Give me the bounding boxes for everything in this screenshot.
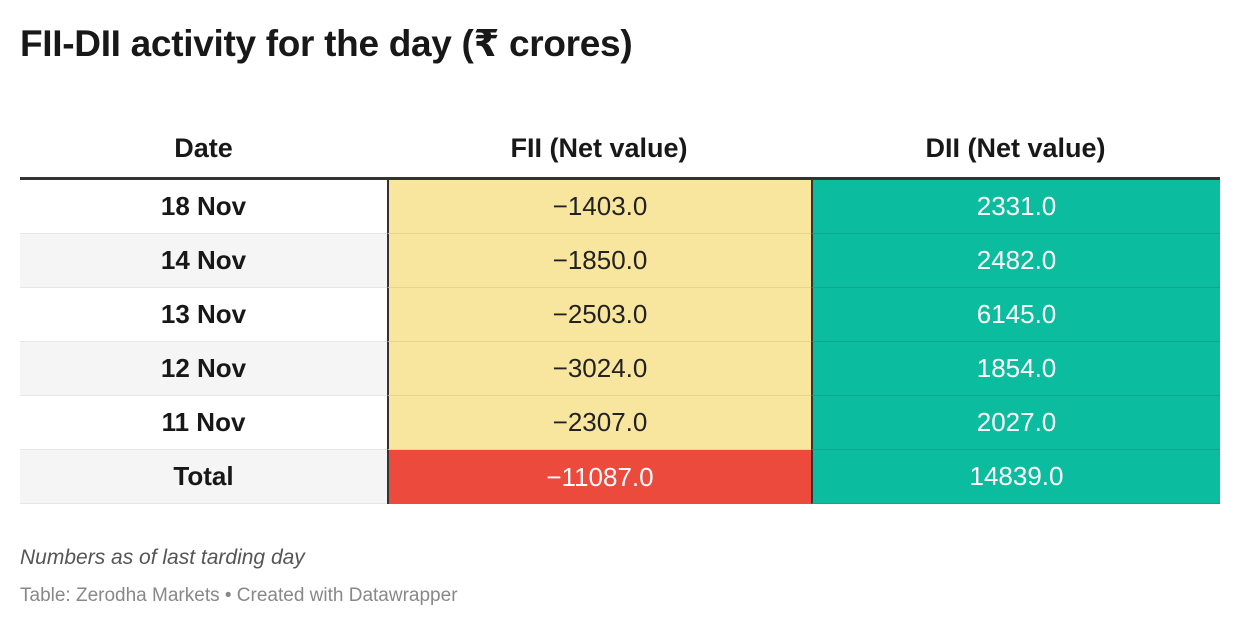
fii-value-cell: −1403.0 <box>387 180 811 234</box>
table-row-total: Total −11087.0 14839.0 <box>20 450 1220 504</box>
total-label-cell: Total <box>20 450 387 504</box>
dii-total-cell: 14839.0 <box>811 450 1220 504</box>
dii-value-cell: 1854.0 <box>811 342 1220 396</box>
table-row: 13 Nov −2503.0 6145.0 <box>20 288 1220 342</box>
data-table: Date FII (Net value) DII (Net value) 18 … <box>20 120 1220 504</box>
fii-total-cell: −11087.0 <box>387 450 811 504</box>
fii-value-cell: −2503.0 <box>387 288 811 342</box>
table-row: 14 Nov −1850.0 2482.0 <box>20 234 1220 288</box>
date-cell: 14 Nov <box>20 234 387 288</box>
date-cell: 13 Nov <box>20 288 387 342</box>
table-row: 18 Nov −1403.0 2331.0 <box>20 180 1220 234</box>
column-header-date: Date <box>174 133 233 163</box>
date-cell: 11 Nov <box>20 396 387 450</box>
column-header-fii: FII (Net value) <box>510 133 688 163</box>
date-cell: 12 Nov <box>20 342 387 396</box>
chart-footer: Table: Zerodha Markets • Created with Da… <box>20 585 458 606</box>
table-header: Date FII (Net value) DII (Net value) <box>20 120 1220 180</box>
dii-value-cell: 2027.0 <box>811 396 1220 450</box>
column-header-dii: DII (Net value) <box>925 133 1106 163</box>
chart-title: FII-DII activity for the day (₹ crores) <box>20 23 633 64</box>
fii-value-cell: −3024.0 <box>387 342 811 396</box>
date-cell: 18 Nov <box>20 180 387 234</box>
chart-notes: Numbers as of last tarding day <box>20 546 305 569</box>
table-row: 12 Nov −3024.0 1854.0 <box>20 342 1220 396</box>
fii-value-cell: −1850.0 <box>387 234 811 288</box>
dii-value-cell: 6145.0 <box>811 288 1220 342</box>
dii-value-cell: 2482.0 <box>811 234 1220 288</box>
fii-value-cell: −2307.0 <box>387 396 811 450</box>
table-row: 11 Nov −2307.0 2027.0 <box>20 396 1220 450</box>
dii-value-cell: 2331.0 <box>811 180 1220 234</box>
